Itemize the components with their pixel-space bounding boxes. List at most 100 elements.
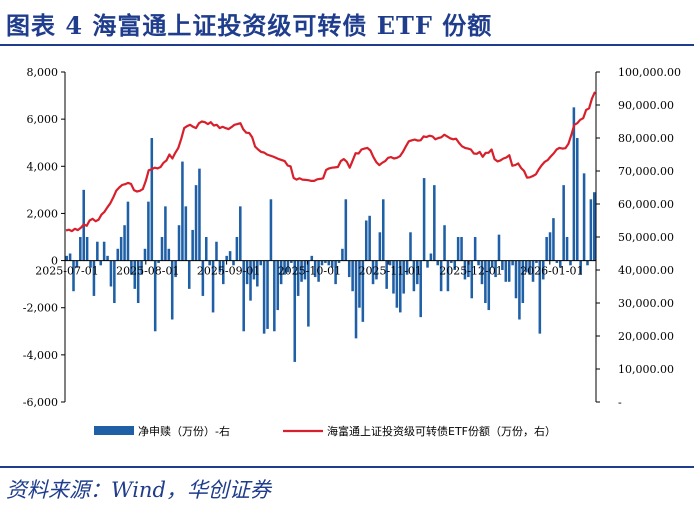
bar bbox=[453, 260, 457, 270]
bar bbox=[167, 248, 171, 261]
bar bbox=[320, 260, 324, 266]
bar bbox=[79, 237, 82, 261]
bar bbox=[266, 260, 269, 329]
bar bbox=[473, 237, 477, 261]
bar bbox=[170, 260, 174, 320]
bar bbox=[293, 260, 297, 362]
bar bbox=[507, 260, 511, 282]
bar bbox=[388, 260, 392, 266]
right-tick-label: 20,000.00 bbox=[618, 330, 674, 343]
bar bbox=[395, 260, 399, 308]
bar bbox=[184, 206, 188, 261]
bar bbox=[354, 260, 358, 339]
bar bbox=[276, 260, 280, 311]
bar bbox=[589, 199, 593, 261]
bar bbox=[535, 260, 538, 263]
bar bbox=[405, 260, 409, 275]
bar bbox=[426, 260, 429, 268]
bar bbox=[102, 241, 106, 261]
figure-title: 图表 4 海富通上证投资级可转债 ETF 份额 bbox=[6, 11, 493, 40]
bar bbox=[310, 255, 314, 261]
bar bbox=[364, 220, 368, 261]
bar bbox=[174, 260, 177, 278]
bar bbox=[286, 260, 290, 273]
bar bbox=[334, 260, 337, 285]
x-tick-label: 2025-09-01 bbox=[197, 265, 260, 278]
bar bbox=[381, 199, 385, 261]
bar bbox=[290, 260, 293, 263]
bar bbox=[89, 260, 92, 268]
x-tick-label: 2025-12-01 bbox=[439, 265, 502, 278]
bar bbox=[545, 237, 548, 261]
right-tick-label: 90,000.00 bbox=[618, 99, 674, 112]
bar bbox=[75, 260, 79, 268]
bar bbox=[497, 234, 501, 261]
bar bbox=[436, 260, 439, 266]
bar bbox=[140, 260, 143, 275]
bar bbox=[576, 138, 579, 261]
right-tick-label: 10,000.00 bbox=[618, 363, 674, 376]
bar bbox=[215, 241, 218, 261]
bar bbox=[565, 237, 569, 261]
x-axis: 2025-07-01 2025-08-01 2025-09-01 2025-10-01… bbox=[35, 260, 584, 278]
bar bbox=[68, 253, 72, 261]
figure-header: 图表 4 海富通上证投资级可转债 ETF 份额 bbox=[0, 0, 694, 44]
right-tick-label: 70,000.00 bbox=[618, 165, 674, 178]
legend: 净申赎（万份）-右 海富通上证投资级可转债ETF份额（万份，右） bbox=[94, 424, 556, 438]
bar bbox=[446, 260, 450, 292]
bar bbox=[72, 260, 75, 292]
bar bbox=[582, 173, 586, 261]
bar bbox=[249, 260, 252, 301]
bar bbox=[85, 237, 89, 261]
bar bbox=[484, 260, 487, 303]
bar bbox=[347, 260, 351, 278]
bar bbox=[422, 178, 426, 261]
bar bbox=[490, 260, 494, 268]
bar bbox=[187, 260, 191, 289]
bar bbox=[399, 260, 402, 313]
bar bbox=[218, 260, 222, 273]
bar bbox=[460, 237, 463, 261]
bar bbox=[153, 260, 157, 332]
bar bbox=[150, 138, 154, 261]
bar bbox=[113, 260, 116, 303]
bar bbox=[147, 201, 150, 261]
x-tick-label: 2025-08-01 bbox=[116, 265, 179, 278]
bar bbox=[130, 260, 133, 275]
bar bbox=[201, 260, 205, 296]
bar bbox=[511, 260, 514, 266]
bar bbox=[181, 161, 184, 261]
right-tick-label: 60,000.00 bbox=[618, 198, 674, 211]
right-tick-label: 40,000.00 bbox=[618, 264, 674, 277]
bar bbox=[242, 260, 245, 332]
bar bbox=[586, 260, 589, 266]
bar bbox=[467, 260, 470, 278]
bar bbox=[273, 260, 276, 332]
legend-label-line: 海富通上证投资级可转债ETF份额（万份，右） bbox=[327, 424, 556, 438]
bar bbox=[480, 260, 484, 285]
left-tick-label: 6,000 bbox=[27, 113, 59, 126]
bar bbox=[133, 260, 137, 289]
bar bbox=[375, 260, 378, 280]
bar bbox=[538, 260, 542, 334]
bar bbox=[211, 260, 215, 313]
bar bbox=[303, 260, 307, 280]
bar bbox=[194, 185, 198, 261]
bar bbox=[439, 260, 443, 292]
bar bbox=[300, 260, 303, 282]
bar bbox=[521, 260, 525, 303]
bar bbox=[504, 260, 508, 282]
bar bbox=[487, 260, 491, 311]
bar bbox=[327, 260, 331, 266]
bar bbox=[456, 237, 460, 261]
bar bbox=[524, 260, 528, 273]
bar bbox=[548, 232, 552, 261]
right-axis: 100,000.00 90,000.00 80,000.00 70,000.00 60,… bbox=[596, 66, 681, 409]
bar bbox=[136, 260, 140, 303]
bar bbox=[126, 201, 130, 261]
bar bbox=[208, 260, 211, 266]
bar bbox=[160, 237, 164, 261]
bar bbox=[402, 260, 405, 294]
bar bbox=[541, 260, 545, 280]
bar bbox=[477, 260, 480, 266]
